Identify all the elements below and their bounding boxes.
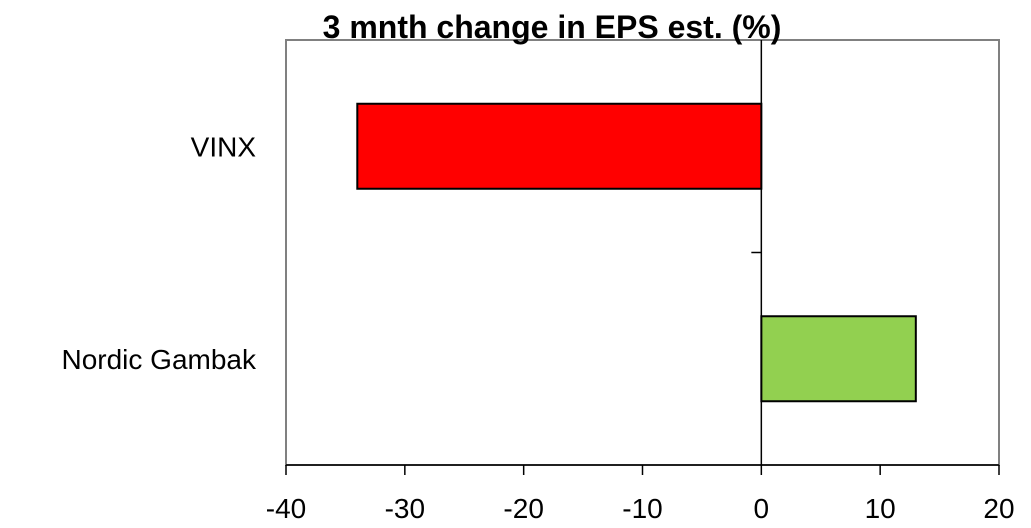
x-tick-label: -20 <box>503 493 543 524</box>
x-tick-label: 0 <box>754 493 770 524</box>
category-label-vinx: VINX <box>191 131 257 162</box>
chart-title: 3 mnth change in EPS est. (%) <box>323 9 782 45</box>
category-label-nordic-gambak: Nordic Gambak <box>61 344 257 375</box>
bar-nordic-gambak <box>760 315 917 403</box>
x-tick-label: -40 <box>266 493 306 524</box>
x-tick-label: 10 <box>865 493 896 524</box>
x-tick-label: -30 <box>385 493 425 524</box>
x-ticks-group: -40 -30 -20 -10 0 10 20 <box>266 465 1015 524</box>
x-tick-label: 20 <box>983 493 1014 524</box>
bars-group <box>356 102 917 403</box>
bar-vinx <box>356 102 763 190</box>
category-labels-group: VINX Nordic Gambak <box>61 131 257 375</box>
x-tick-label: -10 <box>622 493 662 524</box>
